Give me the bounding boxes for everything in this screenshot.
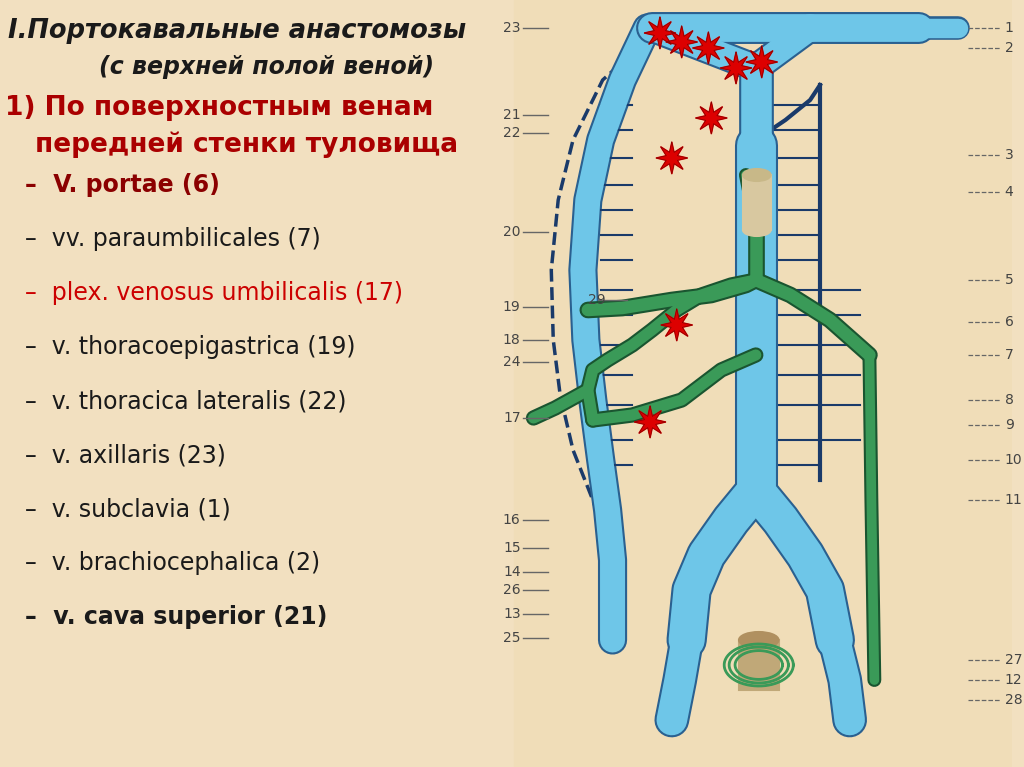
Text: 12: 12 (1005, 673, 1022, 687)
Text: 8: 8 (1005, 393, 1014, 407)
Text: передней стенки туловища: передней стенки туловища (35, 132, 458, 159)
Polygon shape (692, 32, 724, 64)
Text: 3: 3 (1005, 148, 1014, 162)
Text: 6: 6 (1005, 315, 1014, 329)
Bar (743, 175, 771, 230)
Ellipse shape (743, 169, 771, 181)
Polygon shape (745, 46, 777, 78)
Text: 1: 1 (1005, 21, 1014, 35)
Text: 21: 21 (503, 108, 520, 122)
Text: –  v. brachiocephalica (2): – v. brachiocephalica (2) (25, 551, 319, 575)
Polygon shape (660, 309, 692, 341)
Polygon shape (656, 142, 688, 174)
Text: 1) По поверхностным венам: 1) По поверхностным венам (5, 95, 433, 121)
Text: 19: 19 (503, 300, 520, 314)
Bar (739, 640, 778, 690)
Ellipse shape (737, 131, 774, 159)
Text: –  plex. venosus umbilicalis (17): – plex. venosus umbilicalis (17) (25, 281, 402, 305)
Polygon shape (634, 406, 666, 438)
Text: 4: 4 (1005, 185, 1014, 199)
Ellipse shape (739, 632, 778, 648)
Text: –  v. axillaris (23): – v. axillaris (23) (25, 443, 225, 467)
Text: –  vv. paraumbilicales (7): – vv. paraumbilicales (7) (25, 227, 321, 251)
Text: 11: 11 (1005, 493, 1023, 507)
Text: 17: 17 (503, 411, 520, 425)
Text: 23: 23 (503, 21, 520, 35)
Text: 20: 20 (503, 225, 520, 239)
Text: –  V. portae (6): – V. portae (6) (25, 173, 219, 197)
Text: 14: 14 (503, 565, 520, 579)
Polygon shape (644, 17, 676, 49)
Ellipse shape (740, 134, 772, 156)
Text: 28: 28 (1005, 693, 1022, 707)
Text: 13: 13 (503, 607, 520, 621)
Text: 2: 2 (1005, 41, 1014, 55)
Polygon shape (720, 52, 752, 84)
Text: –  v. thoracoepigastrica (19): – v. thoracoepigastrica (19) (25, 335, 355, 359)
Text: 7: 7 (1005, 348, 1014, 362)
Polygon shape (695, 102, 727, 134)
Text: 24: 24 (503, 355, 520, 369)
Text: 9: 9 (1005, 418, 1014, 432)
Text: I.Портокавальные анастомозы: I.Портокавальные анастомозы (8, 18, 466, 44)
Text: 5: 5 (1005, 273, 1014, 287)
Text: 25: 25 (503, 631, 520, 645)
Text: –  v. subclavia (1): – v. subclavia (1) (25, 497, 230, 521)
Text: 10: 10 (1005, 453, 1022, 467)
Text: –  v. cava superior (21): – v. cava superior (21) (25, 605, 327, 629)
Bar (514, 0, 1012, 767)
Text: (с верхней полой веной): (с верхней полой веной) (98, 55, 434, 79)
Text: –  v. thoracica lateralis (22): – v. thoracica lateralis (22) (25, 389, 346, 413)
Ellipse shape (743, 224, 771, 236)
Text: 15: 15 (503, 541, 520, 555)
Text: 16: 16 (503, 513, 520, 527)
Text: 22: 22 (503, 126, 520, 140)
Text: 27: 27 (1005, 653, 1022, 667)
Text: 26: 26 (503, 583, 520, 597)
Polygon shape (666, 26, 697, 58)
Text: 29: 29 (588, 293, 605, 307)
Text: 18: 18 (503, 333, 520, 347)
